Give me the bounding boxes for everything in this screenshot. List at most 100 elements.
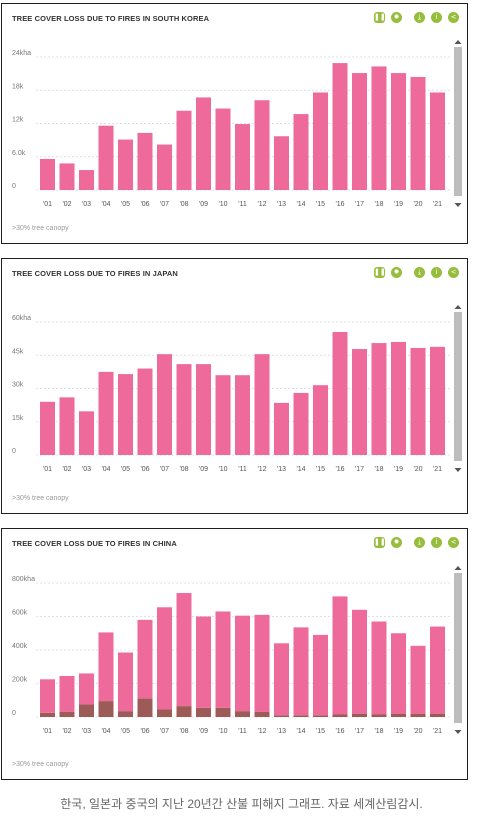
bar[interactable] [293, 392, 309, 455]
bar[interactable] [79, 170, 94, 190]
bar[interactable] [313, 634, 328, 716]
bar[interactable] [59, 711, 75, 717]
bar[interactable] [215, 611, 231, 708]
bar[interactable] [215, 707, 231, 717]
bar[interactable] [176, 110, 192, 190]
bar[interactable] [196, 97, 211, 190]
share-icon[interactable]: < [448, 267, 459, 278]
bar[interactable] [391, 73, 406, 190]
bar[interactable] [352, 73, 367, 190]
bar[interactable] [410, 713, 426, 717]
bar[interactable] [98, 371, 114, 455]
bar[interactable] [235, 375, 250, 455]
info-icon[interactable]: i [431, 267, 442, 278]
bar[interactable] [410, 347, 426, 455]
bar[interactable] [274, 136, 289, 190]
bar[interactable] [196, 707, 211, 717]
bar[interactable] [313, 92, 328, 190]
scroll-down-icon[interactable] [454, 468, 462, 472]
bar[interactable] [40, 401, 55, 455]
bar[interactable] [430, 713, 445, 717]
info-icon[interactable]: i [431, 12, 442, 23]
bar[interactable] [196, 616, 211, 708]
scroll-up-icon[interactable] [454, 566, 462, 570]
gear-icon[interactable]: ✹ [391, 537, 402, 548]
scrollbar-thumb[interactable] [454, 312, 462, 461]
scrollbar-thumb[interactable] [454, 573, 462, 723]
bar[interactable] [293, 114, 309, 190]
bar[interactable] [352, 713, 367, 717]
bar[interactable] [332, 331, 348, 455]
bar[interactable] [235, 711, 250, 717]
bar[interactable] [254, 614, 270, 712]
pause-icon[interactable]: ❚❚ [374, 267, 386, 278]
bar[interactable] [254, 711, 270, 717]
bar[interactable] [235, 615, 250, 712]
bar[interactable] [215, 108, 231, 190]
bar[interactable] [391, 713, 406, 717]
bar[interactable] [371, 66, 387, 190]
scroll-down-icon[interactable] [454, 203, 462, 207]
bar[interactable] [313, 715, 328, 717]
bar[interactable] [352, 609, 367, 714]
bar[interactable] [79, 673, 94, 705]
bar[interactable] [254, 354, 270, 455]
bar[interactable] [137, 368, 153, 455]
bar[interactable] [98, 701, 114, 717]
bar[interactable] [79, 411, 94, 455]
bar[interactable] [137, 698, 153, 717]
share-icon[interactable]: < [448, 12, 459, 23]
info-icon[interactable]: i [431, 537, 442, 548]
bar[interactable] [40, 679, 55, 713]
bar[interactable] [371, 714, 387, 717]
bar[interactable] [98, 125, 114, 190]
bar[interactable] [352, 349, 367, 455]
bar[interactable] [274, 643, 289, 716]
download-icon[interactable]: ⤓ [414, 537, 425, 548]
bar[interactable] [157, 354, 172, 455]
bar[interactable] [254, 100, 270, 190]
bar[interactable] [157, 607, 172, 710]
scrollbar-thumb[interactable] [454, 47, 462, 196]
bar[interactable] [430, 626, 445, 714]
bar[interactable] [215, 375, 231, 455]
pause-icon[interactable]: ❚❚ [374, 12, 386, 23]
bar[interactable] [176, 364, 192, 455]
bar[interactable] [293, 715, 309, 717]
scroll-up-icon[interactable] [454, 305, 462, 309]
bar[interactable] [98, 632, 114, 702]
bar[interactable] [430, 346, 445, 455]
bar[interactable] [118, 652, 133, 712]
bar[interactable] [40, 158, 55, 190]
scroll-up-icon[interactable] [454, 40, 462, 44]
gear-icon[interactable]: ✹ [391, 12, 402, 23]
bar[interactable] [40, 712, 55, 717]
bar[interactable] [196, 364, 211, 455]
bar[interactable] [157, 709, 172, 717]
bar[interactable] [313, 385, 328, 455]
bar[interactable] [332, 714, 348, 717]
bar[interactable] [118, 711, 133, 717]
bar[interactable] [137, 132, 153, 190]
scroll-down-icon[interactable] [454, 730, 462, 734]
download-icon[interactable]: ⤓ [414, 12, 425, 23]
bar[interactable] [430, 92, 445, 190]
pause-icon[interactable]: ❚❚ [374, 537, 386, 548]
share-icon[interactable]: < [448, 537, 459, 548]
bar[interactable] [332, 596, 348, 715]
bar[interactable] [293, 627, 309, 716]
bar[interactable] [59, 397, 75, 455]
bar[interactable] [137, 619, 153, 699]
bar[interactable] [391, 341, 406, 455]
bar[interactable] [235, 124, 250, 190]
bar[interactable] [391, 633, 406, 714]
bar[interactable] [157, 144, 172, 190]
bar[interactable] [332, 63, 348, 190]
download-icon[interactable]: ⤓ [414, 267, 425, 278]
gear-icon[interactable]: ✹ [391, 267, 402, 278]
bar[interactable] [410, 76, 426, 190]
bar[interactable] [118, 139, 133, 190]
bar[interactable] [371, 343, 387, 455]
bar[interactable] [410, 645, 426, 714]
bar[interactable] [176, 593, 192, 707]
